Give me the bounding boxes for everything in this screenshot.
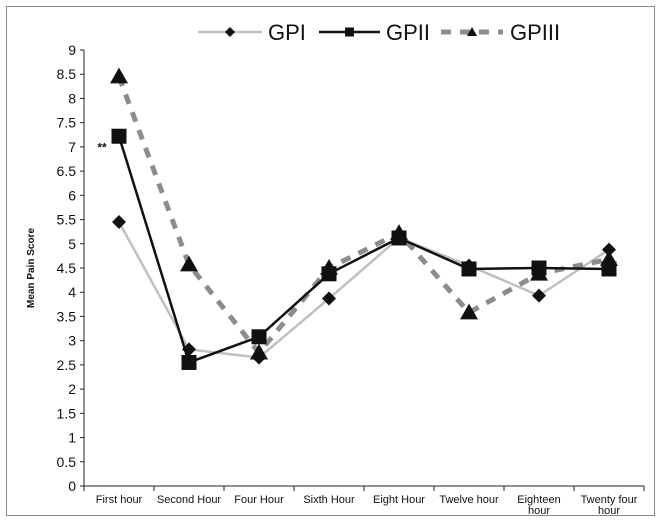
- chart-frame: [6, 6, 655, 516]
- x-tick-label: Four Hour: [234, 494, 284, 506]
- x-tick-label: Eighteen hour: [517, 494, 560, 517]
- y-tick-label: 2.5: [57, 357, 77, 373]
- legend-label-gpi: GPI: [268, 20, 306, 45]
- y-tick-label: 9: [68, 42, 76, 58]
- point-gpii: [601, 261, 617, 277]
- point-gpi: [182, 342, 196, 357]
- y-tick-label: 3: [68, 333, 76, 349]
- series-line-gpi: [117, 221, 610, 359]
- point-gpii: [461, 261, 477, 277]
- y-tick-label: 6.5: [57, 163, 77, 179]
- x-tick-label: Twenty four hour: [581, 494, 638, 517]
- legend-marker-gpi: [225, 27, 235, 37]
- y-tick-label: 4: [68, 284, 76, 300]
- x-tick-label: First hour: [96, 494, 143, 506]
- x-tick-label: Twelve hour: [439, 494, 499, 506]
- y-tick-label: 1: [68, 430, 76, 446]
- point-gpi: [322, 291, 336, 306]
- y-axis-title: Mean Pain Score: [26, 228, 37, 308]
- y-tick-label: 0: [68, 478, 76, 494]
- y-tick-label: 2: [68, 381, 76, 397]
- y-tick-label: 5: [68, 236, 76, 252]
- y-tick-label: 5.5: [57, 212, 77, 228]
- x-tick-label: Sixth Hour: [303, 494, 355, 506]
- point-gpi: [112, 214, 126, 229]
- point-gpi: [532, 288, 546, 303]
- series-line-gpiii: [116, 75, 610, 356]
- x-tick-label: Second Hour: [157, 494, 222, 506]
- y-tick-label: 4.5: [57, 260, 77, 276]
- y-tick-label: 8: [68, 90, 76, 106]
- y-tick-label: 7: [68, 139, 76, 155]
- y-tick-label: 1.5: [57, 405, 77, 421]
- point-gpii: [111, 128, 127, 144]
- y-tick-label: 0.5: [57, 454, 77, 470]
- significance-annotation: **: [97, 141, 107, 155]
- point-gpii: [181, 354, 197, 370]
- y-tick-label: 3.5: [57, 308, 77, 324]
- y-tick-label: 6: [68, 187, 76, 203]
- point-gpii: [321, 266, 337, 282]
- point-gpii: [251, 329, 267, 345]
- legend-label-gpii: GPII: [386, 20, 430, 45]
- point-gpii: [531, 260, 547, 276]
- point-gpiii: [250, 343, 268, 360]
- legend-marker-gpii: [345, 27, 354, 37]
- point-gpiii: [110, 67, 128, 84]
- point-gpiii: [180, 255, 198, 272]
- y-tick-label: 7.5: [57, 115, 77, 131]
- legend-label-gpiii: GPIII: [510, 20, 560, 45]
- legend-marker-gpiii: [467, 27, 477, 36]
- point-gpiii: [460, 303, 478, 320]
- point-gpi: [602, 242, 616, 257]
- series-line-gpii: [117, 135, 610, 364]
- x-tick-label: Eight Hour: [373, 494, 425, 506]
- point-gpii: [391, 230, 407, 246]
- y-tick-label: 8.5: [57, 66, 77, 82]
